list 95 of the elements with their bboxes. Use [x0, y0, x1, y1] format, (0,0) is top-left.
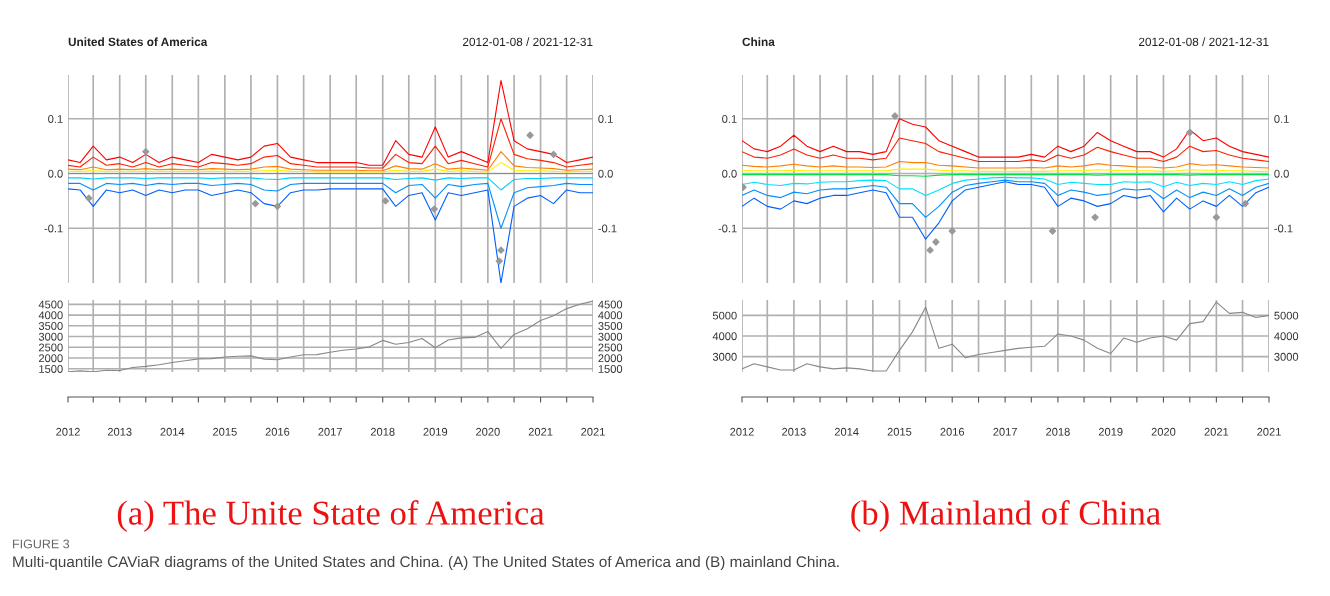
y-tick-label: 4000	[38, 311, 63, 320]
point	[926, 246, 934, 254]
y-tick-label: -0.1	[44, 224, 63, 233]
point	[932, 238, 940, 246]
x-tick-label: 2012	[730, 427, 754, 436]
point	[381, 197, 390, 205]
point	[549, 150, 558, 159]
chart-subtitle: 2012-01-08 / 2021-12-31	[1138, 37, 1269, 46]
x-tick-label: 2014	[160, 427, 185, 436]
point	[495, 257, 503, 265]
y-tick-label: 4500	[38, 300, 63, 309]
point	[1241, 199, 1249, 208]
line-series	[68, 118, 593, 169]
x-tick-label: 2014	[834, 427, 859, 436]
y2-tick-label: 1500	[598, 365, 623, 373]
x-tick-label: 2019	[1098, 427, 1123, 436]
x-tick-label: 2021	[1257, 427, 1281, 436]
point	[1186, 128, 1194, 137]
y2-tick-label: 3000	[1274, 352, 1299, 361]
x-tick-label: 2018	[1046, 427, 1070, 436]
y2-tick-label: 0.0	[598, 169, 613, 178]
x-tick-label: 2017	[993, 427, 1017, 436]
point	[497, 246, 505, 254]
line-series	[742, 137, 1269, 163]
y2-tick-label: 3000	[598, 332, 623, 341]
x-tick-label: 2013	[782, 427, 806, 436]
text: (b) Mainland of China	[851, 500, 1161, 532]
x-tick-label: 2016	[265, 427, 290, 436]
point	[251, 199, 260, 208]
x-tick-label: 2012	[56, 427, 80, 436]
x-tick-label: 2021	[1204, 427, 1229, 436]
caption: FIGURE 3	[13, 539, 70, 549]
text: Multi-quantile CAViaR diagrams of the United States and China. (A) The United States of America and (B) mainland China.	[13, 555, 839, 571]
line-series	[742, 176, 1269, 196]
point	[526, 131, 534, 139]
y-tick-label: 3500	[38, 322, 63, 330]
y-tick-label: 3000	[38, 332, 63, 341]
line-series	[742, 181, 1269, 240]
y-tick-label: 2000	[38, 354, 63, 363]
y-tick-label: 5000	[712, 311, 737, 320]
y2-tick-label: 0.1	[598, 115, 613, 123]
chart-title: United States of America	[68, 37, 208, 46]
x-tick-label: 2020	[476, 427, 500, 436]
chart-subtitle: 2012-01-08 / 2021-12-31	[462, 37, 593, 46]
y2-tick-label: -0.1	[1274, 224, 1293, 233]
x-tick-label: 2021	[528, 427, 553, 436]
y-tick-label: 0.1	[48, 115, 63, 123]
y2-tick-label: 4000	[1274, 332, 1299, 341]
line-series	[68, 182, 593, 229]
line-series	[68, 79, 593, 166]
x-tick-label: 2019	[423, 427, 448, 436]
y-tick-label: 0.0	[722, 169, 737, 178]
y2-tick-label: 3500	[598, 322, 623, 330]
point	[430, 205, 438, 213]
y2-tick-label: 2500	[598, 343, 623, 352]
point	[1048, 227, 1057, 235]
y-tick-label: 2500	[38, 343, 63, 352]
point	[948, 227, 956, 235]
x-tick-label: 2015	[887, 427, 912, 436]
point	[1091, 213, 1099, 221]
y2-tick-label: 5000	[1274, 311, 1299, 320]
line-series	[68, 188, 593, 283]
line-series	[68, 300, 593, 372]
x-tick-label: 2013	[107, 427, 132, 436]
point	[891, 112, 899, 120]
y2-tick-label: 4500	[598, 300, 623, 309]
x-tick-label: 2020	[1151, 427, 1176, 436]
y2-tick-label: 0.1	[1274, 115, 1289, 123]
y-tick-label: 4000	[712, 332, 737, 341]
chart-title: China	[742, 37, 775, 46]
point	[85, 194, 93, 202]
x-tick-label: 2016	[940, 427, 965, 436]
line-series	[742, 301, 1269, 372]
line-series	[68, 162, 593, 173]
x-tick-label: 2021	[581, 427, 605, 436]
point	[1212, 213, 1221, 221]
y2-tick-label: -0.1	[598, 224, 617, 233]
x-tick-label: 2018	[370, 427, 395, 436]
y-tick-label: 0.0	[48, 169, 63, 178]
y-tick-label: -0.1	[718, 224, 737, 233]
y2-tick-label: 4000	[598, 311, 623, 320]
text: (a) The Unite State of America	[117, 500, 545, 532]
x-tick-label: 2017	[318, 427, 342, 436]
y-tick-label: 0.1	[722, 115, 737, 123]
x-tick-label: 2015	[213, 427, 237, 436]
line-series	[68, 151, 593, 172]
y-tick-label: 1500	[39, 365, 63, 373]
y2-tick-label: 2000	[598, 354, 623, 363]
line-series	[68, 177, 593, 191]
line-series	[742, 160, 1269, 169]
y-tick-label: 3000	[712, 352, 737, 361]
y2-tick-label: 0.0	[1274, 169, 1289, 178]
point	[142, 147, 150, 156]
line-series	[742, 179, 1269, 218]
point	[273, 202, 282, 211]
